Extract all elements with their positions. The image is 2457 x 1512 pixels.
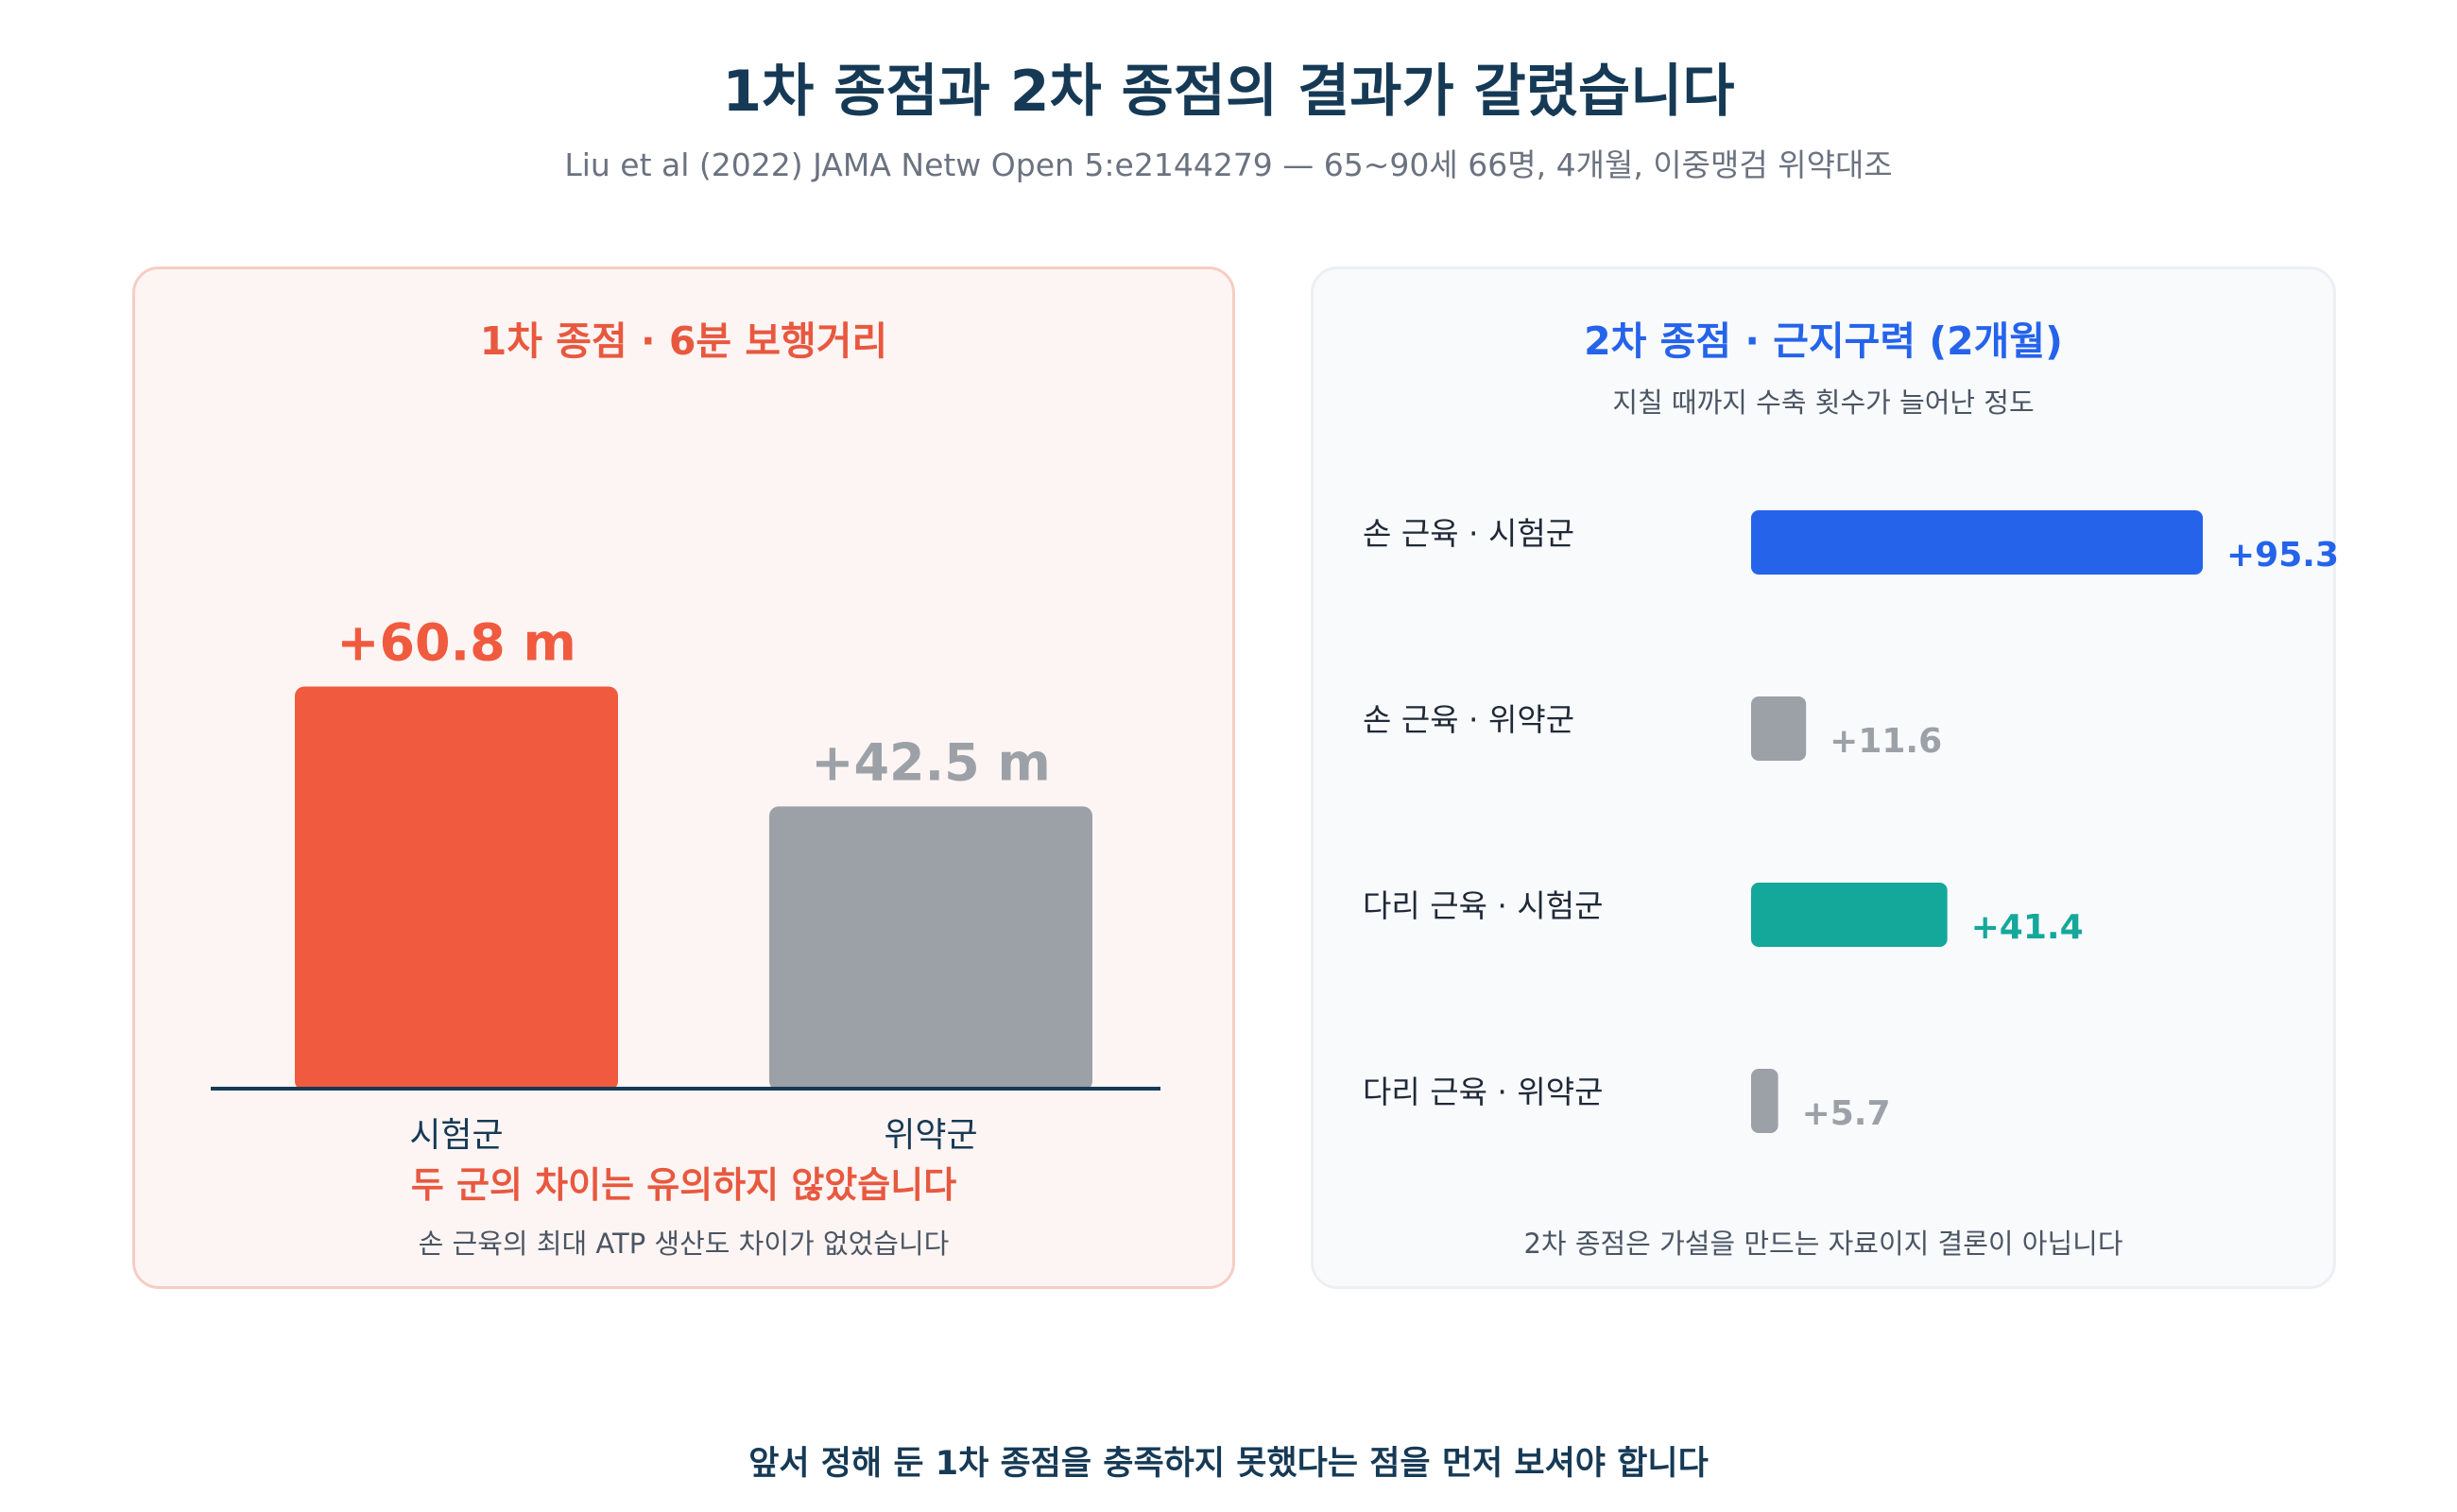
hbar-value-label: +11.6 <box>1830 722 1942 761</box>
hbar-category-label: 다리 근육 · 시험군 <box>1363 887 1604 924</box>
conclusion-text: 앞서 정해 둔 1차 종점을 충족하지 못했다는 점을 먼저 보셔야 합니다 <box>748 1445 1709 1483</box>
bar-value-label: +42.5 m <box>811 732 1051 792</box>
category-label: 위약군 <box>884 1116 977 1155</box>
hbar-value-label: +41.4 <box>1971 908 2084 947</box>
primary-atp-note: 손 근육의 최대 ATP 생산도 차이가 없었습니다 <box>418 1228 950 1260</box>
bar-trial <box>295 686 618 1091</box>
secondary-chart-title: 2차 종점 · 근지구력 (2개월) <box>1584 318 2063 364</box>
primary-endpoint-panel: 1차 종점 · 6분 보행거리 +60.8 m 시험군 +42.5 m 위약군 두 군… <box>132 266 1235 1289</box>
hbar-value-label: +95.3 <box>2226 536 2339 575</box>
hbar-category-label: 손 근육 · 시험군 <box>1363 515 1575 552</box>
page-title: 1차 종점과 2차 종점의 결과가 갈렸습니다 <box>722 59 1735 125</box>
bar-value-label: +60.8 m <box>336 612 576 672</box>
hbar-category-label: 다리 근육 · 위약군 <box>1363 1074 1604 1110</box>
primary-chart-title: 1차 종점 · 6분 보행거리 <box>479 318 888 364</box>
primary-bar-chart: +60.8 m 시험군 +42.5 m 위약군 <box>211 612 1160 1155</box>
hbar-3 <box>1751 1069 1778 1133</box>
secondary-bar-chart: +95.3 +11.6 +41.4 +5.7 <box>1751 510 2339 1133</box>
page-subtitle: Liu et al (2022) JAMA Netw Open 5:e21442… <box>564 146 1893 183</box>
hbar-0 <box>1751 510 2203 575</box>
secondary-hypothesis-note: 2차 종점은 가설을 만드는 자료이지 결론이 아닙니다 <box>1523 1228 2123 1260</box>
hbar-category-label: 손 근육 · 위약군 <box>1363 701 1575 738</box>
hbar-value-label: +5.7 <box>1802 1094 1891 1133</box>
bar-placebo <box>769 806 1092 1091</box>
hbar-1 <box>1751 696 1807 761</box>
hbar-2 <box>1751 883 1948 947</box>
secondary-endpoint-panel: 2차 종점 · 근지구력 (2개월) 지칠 때까지 수축 횟수가 늘어난 정도 … <box>1311 266 2339 1289</box>
primary-significance-note: 두 군의 차이는 유의하지 않았습니다 <box>410 1164 957 1206</box>
secondary-chart-subtitle: 지칠 때까지 수축 횟수가 늘어난 정도 <box>1612 387 2035 419</box>
category-label: 시험군 <box>409 1116 503 1155</box>
